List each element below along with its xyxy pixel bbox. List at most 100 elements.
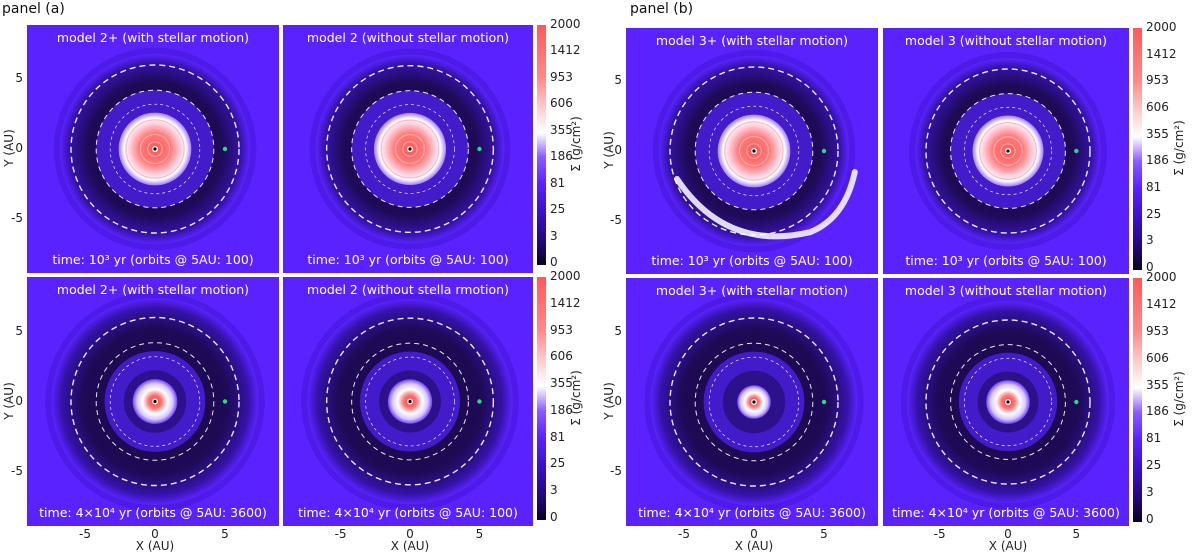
x-tick: -5 <box>933 527 946 541</box>
colorbar-tick: 2000 <box>550 17 581 31</box>
map-title: model 3+ (with stellar motion) <box>655 283 849 298</box>
colorbar-label: Σ (g/cm²) <box>569 369 583 426</box>
colorbar-tick: 355 <box>1146 377 1169 392</box>
y-tick: 0 <box>614 394 622 408</box>
colorbar-tick: 186 <box>550 149 573 164</box>
colorbar-tick: 25 <box>550 202 566 217</box>
colorbar-tick: 3 <box>550 228 558 243</box>
colorbar-tick: 606 <box>550 96 573 111</box>
colorbar-tick: 1412 <box>1146 46 1177 61</box>
y-tick: 0 <box>15 393 23 408</box>
x-tick: 0 <box>151 527 159 541</box>
colorbar-tick: 2000 <box>1146 20 1177 34</box>
colorbar-tick: 1412 <box>1146 296 1177 311</box>
map-time: time: 10³ yr (orbits @ 5AU: 100) <box>651 253 853 268</box>
y-tick: 5 <box>15 323 23 338</box>
density-map: model 2+ (with stellar motion) time: 4×10… <box>27 277 279 526</box>
y-tick: -5 <box>610 213 622 227</box>
colorbar-tick: 25 <box>1146 458 1162 473</box>
map-title: model 2+ (with stellar motion) <box>56 282 250 297</box>
y-axis-label: Y (AU) <box>602 131 616 169</box>
colorbar-tick: 606 <box>550 349 573 364</box>
colorbar <box>1133 278 1142 522</box>
map-title: model 2 (without stella rmotion) <box>307 282 509 297</box>
colorbar <box>537 277 546 520</box>
colorbar-label: Σ (g/cm²) <box>569 116 583 172</box>
panel-b-label: panel (b) <box>630 1 694 17</box>
x-tick: 0 <box>750 527 758 541</box>
colorbar-tick: 355 <box>550 122 573 137</box>
density-map: model 3 (without stellar motion) time: 10… <box>883 28 1129 274</box>
map-time: time: 10³ yr (orbits @ 5AU: 100) <box>905 253 1107 268</box>
colorbar-tick: 81 <box>550 175 566 190</box>
map-time: time: 10³ yr (orbits @ 5AU: 100) <box>52 252 254 267</box>
y-axis-label: Y (AU) <box>2 381 16 420</box>
colorbar-tick: 186 <box>550 402 573 417</box>
x-tick: -5 <box>79 527 91 541</box>
y-axis-label: Y (AU) <box>602 382 616 420</box>
colorbar-label: Σ (g/cm²) <box>1172 371 1186 427</box>
colorbar-tick: 3 <box>1146 485 1154 500</box>
colorbar-tick: 25 <box>550 456 566 471</box>
colorbar-tick: 606 <box>1146 350 1169 365</box>
y-tick: -5 <box>11 211 23 225</box>
x-tick: 0 <box>406 527 414 541</box>
y-tick: 0 <box>614 143 622 157</box>
colorbar-tick: 606 <box>1146 100 1169 114</box>
panel-a-label: panel (a) <box>2 1 65 17</box>
colorbar-tick: 0 <box>550 255 558 269</box>
colorbar-tick: 81 <box>1146 180 1162 194</box>
density-map: model 2 (without stella rmotion) time: 4×… <box>283 277 533 526</box>
y-tick: 5 <box>614 73 622 87</box>
map-title: model 3 (without stellar motion) <box>904 283 1108 298</box>
colorbar-tick: 3 <box>550 483 558 498</box>
colorbar-tick: 25 <box>1146 206 1162 221</box>
map-title: model 2+ (with stellar motion) <box>56 30 250 45</box>
colorbar-tick: 355 <box>1146 126 1169 141</box>
colorbar-tick: 0 <box>550 510 558 524</box>
colorbar <box>1133 28 1142 270</box>
colorbar-tick: 81 <box>550 429 566 444</box>
colorbar-label: Σ (g/cm²) <box>1172 120 1186 176</box>
map-title: model 3 (without stellar motion) <box>904 33 1108 48</box>
colorbar <box>537 25 546 265</box>
map-time: time: 4×10⁴ yr (orbits @ 5AU: 3600) <box>892 505 1120 520</box>
x-tick: -5 <box>334 527 347 541</box>
colorbar-tick: 2000 <box>550 269 581 283</box>
x-axis-label: X (AU) <box>988 539 1028 553</box>
x-axis-label: X (AU) <box>135 539 175 553</box>
x-tick: 0 <box>1004 527 1012 541</box>
x-tick: 5 <box>475 527 484 541</box>
colorbar-tick: 186 <box>1146 153 1169 168</box>
density-map: model 3+ (with stellar motion) time: 10³ … <box>626 28 878 274</box>
y-tick: 5 <box>614 324 622 338</box>
y-tick: -5 <box>11 463 23 478</box>
y-tick: 0 <box>15 141 23 155</box>
colorbar-tick: 186 <box>1146 404 1169 419</box>
map-title: model 3+ (with stellar motion) <box>655 33 849 48</box>
map-time: time: 10³ yr (orbits @ 5AU: 100) <box>307 252 509 267</box>
colorbar-tick: 953 <box>1146 323 1169 338</box>
colorbar-tick: 1412 <box>550 43 581 58</box>
y-tick: -5 <box>610 464 622 478</box>
colorbar-tick: 0 <box>1146 512 1154 526</box>
x-tick: 5 <box>221 527 229 541</box>
density-map: model 3 (without stellar motion) time: 4×… <box>883 278 1129 526</box>
map-time: time: 4×10⁴ yr (orbits @ 5AU: 100) <box>298 505 518 520</box>
y-axis-label: Y (AU) <box>2 129 16 167</box>
density-map: model 2+ (with stellar motion) time: 10³ … <box>27 25 279 273</box>
colorbar-tick: 953 <box>550 322 573 337</box>
x-tick: 5 <box>820 527 828 541</box>
x-axis-label: X (AU) <box>734 539 774 553</box>
x-axis-label: X (AU) <box>390 539 430 553</box>
y-tick: 5 <box>15 71 23 85</box>
map-title: model 2 (without stellar motion) <box>306 30 510 45</box>
density-map: model 3+ (with stellar motion) time: 4×10… <box>626 278 878 526</box>
x-tick: -5 <box>678 527 690 541</box>
map-time: time: 4×10⁴ yr (orbits @ 5AU: 3600) <box>638 505 866 520</box>
colorbar-tick: 953 <box>550 69 573 84</box>
x-tick: 5 <box>1072 527 1081 541</box>
colorbar-tick: 3 <box>1146 233 1154 248</box>
map-time: time: 4×10⁴ yr (orbits @ 5AU: 3600) <box>39 505 267 520</box>
colorbar-tick: 2000 <box>1146 270 1177 284</box>
